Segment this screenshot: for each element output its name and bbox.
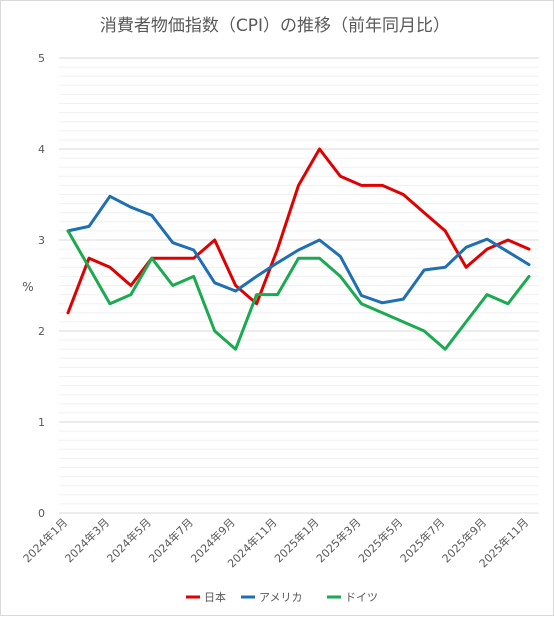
x-tick-label: 2024年3月 [62, 515, 112, 565]
legend-label: アメリカ [259, 591, 302, 604]
y-tick-label: 3 [38, 234, 45, 247]
y-tick-label: 5 [38, 52, 45, 65]
y-axis-label: % [22, 280, 33, 294]
x-tick-label: 2025年5月 [355, 515, 405, 565]
legend: 日本 アメリカ ドイツ [186, 590, 378, 604]
chart-title: 消費者物価指数（CPI）の推移（前年同月比） [100, 16, 450, 36]
y-tick-label: 0 [38, 507, 45, 520]
x-tick-label: 2025年1月 [271, 515, 321, 565]
x-axis-ticks: 2024年1月2024年3月2024年5月2024年7月2024年9月2024年… [20, 515, 531, 570]
series-lines [66, 147, 531, 351]
legend-label: ドイツ [345, 591, 378, 604]
x-tick-label: 2024年7月 [146, 515, 196, 565]
series-line-3 [66, 229, 531, 351]
y-tick-label: 2 [38, 325, 45, 338]
series-line-1 [66, 147, 531, 315]
y-tick-label: 1 [38, 416, 45, 429]
x-tick-label: 2024年5月 [104, 515, 154, 565]
x-tick-label: 2024年1月 [20, 515, 70, 565]
x-tick-label: 2025年7月 [397, 515, 447, 565]
y-axis-ticks: 0 1 2 3 4 5 [38, 52, 45, 520]
y-tick-label: 4 [38, 143, 45, 156]
grid-lines [59, 57, 539, 514]
legend-label: 日本 [204, 590, 226, 604]
x-tick-label: 2025年3月 [313, 515, 363, 565]
series-line-2 [66, 194, 531, 305]
